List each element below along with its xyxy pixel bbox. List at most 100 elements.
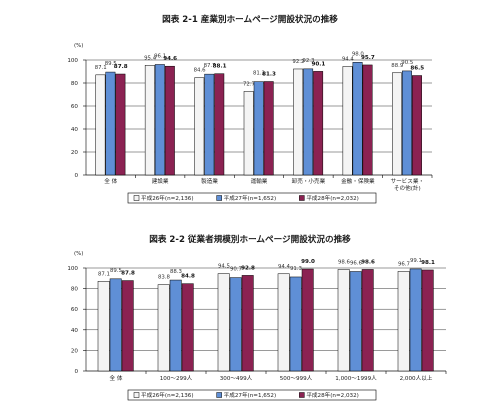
data-label: 72.7 xyxy=(243,81,255,87)
chart-title: 図表 2-2 従業者規模別ホームページ開設状況の推移 xyxy=(149,233,351,245)
x-category-label: 金融・保険業 xyxy=(341,177,375,185)
data-label: 88.3 xyxy=(170,269,182,275)
data-label: 96.7 xyxy=(398,261,410,267)
y-axis-unit-label: (%) xyxy=(74,251,83,257)
bar-2 xyxy=(352,62,363,176)
data-label: 89.5 xyxy=(105,61,117,67)
bar-1 xyxy=(337,269,350,372)
chart-2: 図表 2-2 従業者規模別ホームページ開設状況の推移 (%) 0 20 40 60 80 10… xyxy=(67,233,447,401)
data-label: 88.1 xyxy=(213,64,227,70)
bar-1 xyxy=(293,68,304,176)
data-label: 98.1 xyxy=(421,260,435,266)
bar-2 xyxy=(289,276,302,372)
x-category-label: 100〜299人 xyxy=(160,375,193,382)
x-category-label: その他(計) xyxy=(394,184,421,192)
data-label: 96.1 xyxy=(154,53,166,59)
data-label: 90.7 xyxy=(230,267,242,273)
bar-3 xyxy=(313,71,324,176)
bar-3 xyxy=(214,73,225,176)
bar-2 xyxy=(105,71,116,176)
bar-3 xyxy=(181,283,194,372)
legend-label: 平成28年(n=2,032) xyxy=(306,391,359,399)
legend-swatch xyxy=(216,195,222,201)
bar-3 xyxy=(301,268,314,372)
bar-1 xyxy=(397,271,410,372)
data-label: 81.2 xyxy=(253,71,265,77)
legend-label: 平成27年(n=1,652) xyxy=(224,391,277,399)
legend: 平成26年(n=2,136) 平成27年(n=1,652) 平成28年(n=2,03… xyxy=(127,389,377,401)
bar-3 xyxy=(362,64,373,176)
legend-label: 平成28年(n=2,032) xyxy=(306,194,359,202)
y-tick-label: 20 xyxy=(71,150,79,156)
data-label: 98.6 xyxy=(338,259,351,265)
data-label: 86.5 xyxy=(410,66,424,72)
data-label: 94.6 xyxy=(163,56,177,62)
data-label: 92.8 xyxy=(241,265,255,271)
legend: 平成26年(n=2,136) 平成27年(n=1,652) 平成28年(n=2,03… xyxy=(127,192,377,204)
data-label: 99.1 xyxy=(410,258,422,264)
legend-swatch xyxy=(133,195,140,201)
data-label: 84.6 xyxy=(194,68,207,74)
data-label: 81.3 xyxy=(262,72,276,78)
y-tick-label: 80 xyxy=(71,81,79,87)
y-tick-label: 100 xyxy=(67,58,78,64)
bar-2 xyxy=(109,278,122,372)
bar-1 xyxy=(217,273,230,372)
x-category-label: 300〜499人 xyxy=(220,375,253,382)
bar-1 xyxy=(194,77,205,176)
data-label: 87.1 xyxy=(98,271,110,277)
legend-swatch xyxy=(216,392,222,398)
x-category-label: 全 体 xyxy=(110,374,123,382)
data-label: 90.1 xyxy=(312,61,326,67)
legend-frame xyxy=(127,389,377,401)
x-category-label: 製造業 xyxy=(201,177,218,185)
bar-2 xyxy=(204,73,215,176)
legend-swatch xyxy=(133,392,140,398)
data-label: 95.4 xyxy=(144,55,157,61)
bar-3 xyxy=(412,75,422,176)
x-category-label: 500〜999人 xyxy=(280,375,313,382)
y-tick-label: 60 xyxy=(71,307,79,313)
bar-2 xyxy=(169,279,182,372)
bar-3 xyxy=(263,81,274,176)
data-label: 87.1 xyxy=(95,65,107,71)
data-label: 89.5 xyxy=(110,268,122,274)
data-label: 94.4 xyxy=(342,56,355,62)
data-label: 87.7 xyxy=(204,63,216,69)
x-category-label: 1,000〜1999人 xyxy=(335,375,377,382)
y-tick-label: 80 xyxy=(71,287,79,293)
x-category-label: 2,000人以上 xyxy=(400,374,433,382)
data-label: 88.9 xyxy=(391,63,404,69)
data-label: 91.3 xyxy=(290,266,302,272)
bar-2 xyxy=(303,68,314,176)
data-label: 92.2 xyxy=(292,59,304,65)
bar-1 xyxy=(97,281,110,372)
bar-2 xyxy=(349,271,362,372)
legend-label: 平成26年(n=2,136) xyxy=(141,391,194,399)
x-category-label: 全 体 xyxy=(104,177,117,185)
data-label: 96.6 xyxy=(350,261,363,267)
legend-swatch xyxy=(299,392,305,398)
bar-2 xyxy=(253,81,264,176)
chart-title: 図表 2-1 産業別ホームページ開設状況の推移 xyxy=(162,13,338,25)
legend-label: 平成27年(n=1,652) xyxy=(224,194,277,202)
bar-2 xyxy=(402,70,412,176)
bar-1 xyxy=(144,65,155,176)
y-tick-label: 40 xyxy=(71,127,79,133)
y-tick-label: 60 xyxy=(71,104,79,110)
data-label: 98.0 xyxy=(352,51,365,57)
bar-3 xyxy=(164,65,175,176)
bar-2 xyxy=(154,64,165,176)
legend-swatch xyxy=(299,195,305,201)
data-label: 87.8 xyxy=(121,271,135,277)
bar-1 xyxy=(277,273,290,372)
bar-2 xyxy=(409,268,422,372)
x-category-label: 建設業 xyxy=(152,177,169,185)
bar-3 xyxy=(421,269,434,372)
chart-1: 図表 2-1 産業別ホームページ開設状況の推移 (%) 0 20 40 60 80 100 全 … xyxy=(67,13,433,204)
bar-1 xyxy=(157,284,170,372)
legend-label: 平成26年(n=2,136) xyxy=(141,194,194,202)
x-category-label: サービス業・ xyxy=(390,177,424,185)
x-category-label: 卸売・小売業 xyxy=(292,177,326,185)
bar-1 xyxy=(392,72,402,176)
